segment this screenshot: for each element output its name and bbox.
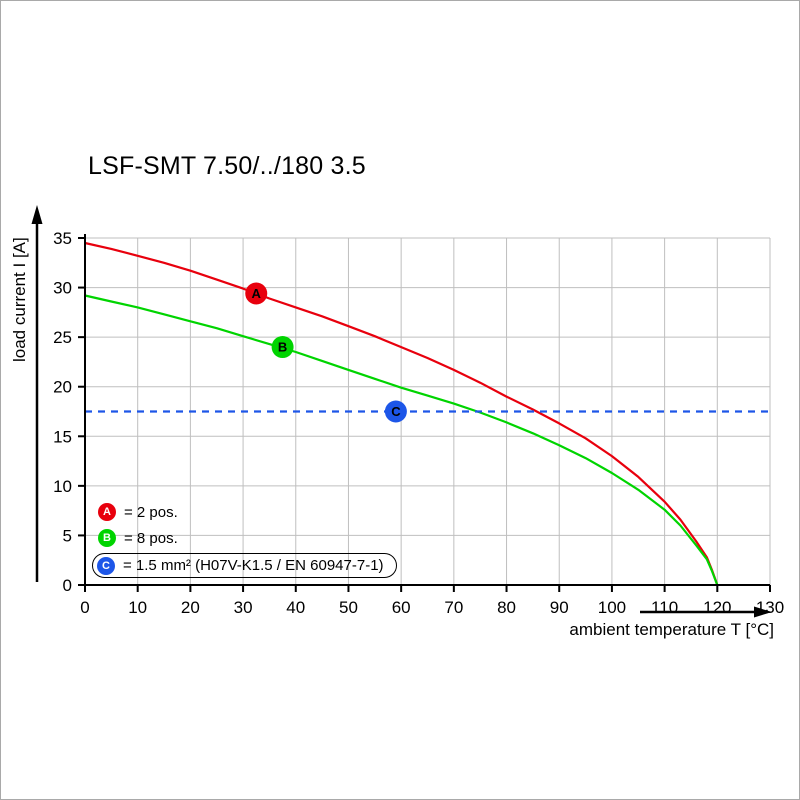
- series-B-marker-letter: B: [278, 340, 287, 355]
- y-tick-label: 15: [53, 427, 72, 446]
- legend-item-2pos: A = 2 pos.: [98, 499, 397, 525]
- y-tick-label: 30: [53, 279, 72, 298]
- y-tick-label: 35: [53, 229, 72, 248]
- x-tick-label: 0: [80, 598, 89, 617]
- axes: [84, 234, 770, 586]
- x-tick-label: 110: [651, 598, 678, 617]
- y-tick-label: 25: [53, 328, 72, 347]
- legend-label-8pos: = 8 pos.: [124, 529, 178, 547]
- x-tick-label: 60: [392, 598, 411, 617]
- series-A-marker-letter: A: [252, 286, 262, 301]
- curve-markers: A B C: [245, 282, 407, 423]
- data-curves: [84, 241, 770, 586]
- series-A-curve: [84, 241, 719, 586]
- x-tick-label: 80: [497, 598, 516, 617]
- y-axis-arrow: [31, 205, 43, 582]
- x-tick-label: 30: [234, 598, 253, 617]
- series-A-marker: [245, 282, 268, 305]
- y-tick-label: 0: [63, 576, 72, 595]
- legend-marker-b: B: [98, 529, 116, 547]
- series-B-curve: [84, 294, 719, 586]
- legend-marker-c: C: [97, 556, 115, 575]
- series-B-marker: [271, 336, 294, 359]
- x-tick-label: 20: [181, 598, 200, 617]
- x-tick-label: 100: [598, 598, 626, 617]
- chart-title: LSF-SMT 7.50/../180 3.5: [88, 152, 366, 180]
- x-axis-arrow: [640, 606, 772, 618]
- x-tick-label: 70: [444, 598, 463, 617]
- legend-label-2pos: = 2 pos.: [124, 503, 178, 521]
- series-C-marker: [384, 400, 407, 423]
- chart-legend: A = 2 pos. B = 8 pos. C = 1.5 mm² (H07V-…: [92, 499, 397, 578]
- x-tick-label: 50: [339, 598, 358, 617]
- y-tick-label: 10: [53, 477, 72, 496]
- x-tick-label: 120: [703, 598, 731, 617]
- y-tick-label: 5: [63, 526, 72, 545]
- x-tick-label: 10: [128, 598, 147, 617]
- x-axis-label: ambient temperature T [°C]: [569, 620, 774, 639]
- legend-marker-a: A: [98, 503, 116, 521]
- legend-item-8pos: B = 8 pos.: [98, 525, 397, 551]
- legend-label-wire-spec: = 1.5 mm² (H07V-K1.5 / EN 60947-7-1): [123, 557, 384, 574]
- legend-item-wire-spec: C = 1.5 mm² (H07V-K1.5 / EN 60947-7-1): [92, 553, 397, 578]
- y-tick-label: 20: [53, 378, 72, 397]
- x-tick-label: 90: [550, 598, 569, 617]
- x-tick-label: 40: [286, 598, 305, 617]
- series-C-marker-letter: C: [391, 404, 401, 419]
